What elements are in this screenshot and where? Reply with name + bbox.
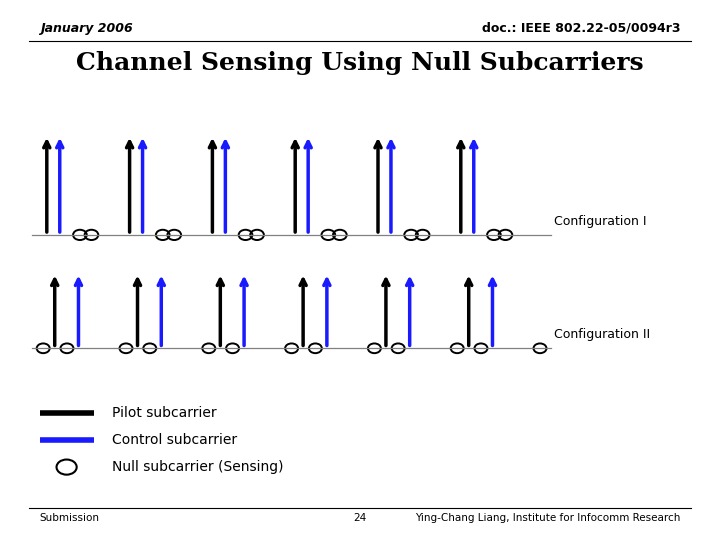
Text: 24: 24 [354,513,366,523]
Text: Configuration II: Configuration II [554,328,651,341]
Text: Null subcarrier (Sensing): Null subcarrier (Sensing) [112,460,283,474]
Text: Control subcarrier: Control subcarrier [112,433,237,447]
Text: January 2006: January 2006 [40,22,132,35]
Text: Submission: Submission [40,513,99,523]
Text: Ying-Chang Liang, Institute for Infocomm Research: Ying-Chang Liang, Institute for Infocomm… [415,513,680,523]
Text: Configuration I: Configuration I [554,215,647,228]
Text: Pilot subcarrier: Pilot subcarrier [112,406,216,420]
Text: Channel Sensing Using Null Subcarriers: Channel Sensing Using Null Subcarriers [76,51,644,75]
Text: doc.: IEEE 802.22-05/0094r3: doc.: IEEE 802.22-05/0094r3 [482,22,680,35]
